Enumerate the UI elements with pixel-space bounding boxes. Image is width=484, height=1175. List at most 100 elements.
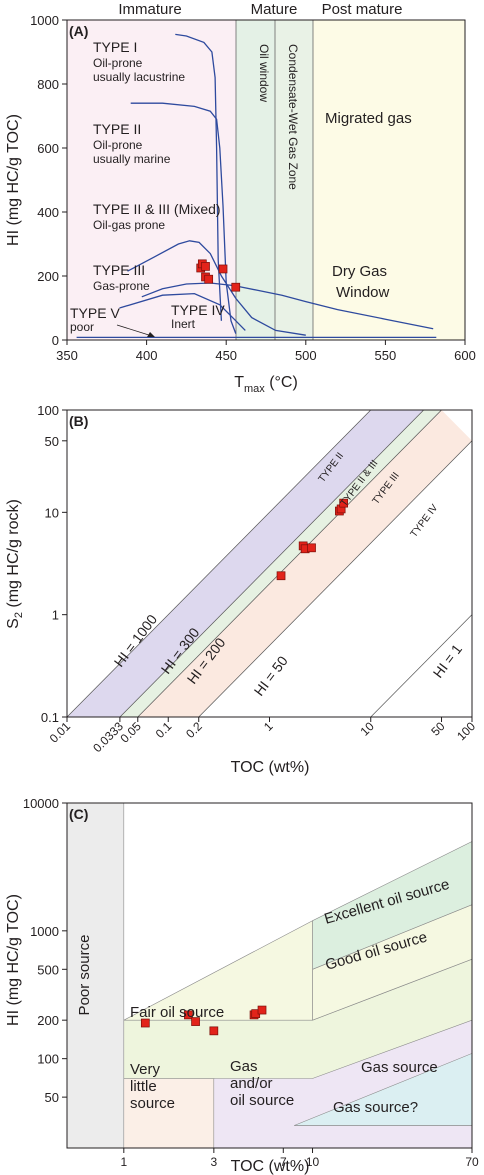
type-iii-line1: Gas-prone <box>93 279 150 293</box>
x-tick-label-b: 10 <box>358 719 378 739</box>
label-fair-oil: Fair oil source <box>130 1004 224 1021</box>
y-axis-title-c: HI (mg HC/g TOC) <box>5 894 22 1026</box>
zone-wet-gas <box>275 20 313 340</box>
kerogen-curve-1 <box>175 33 223 321</box>
hi-line-50 <box>198 440 473 718</box>
panel-b: (B) HI = 1000 HI = 300 HI = 200 HI = 50 … <box>5 403 478 776</box>
plot-frame-c <box>66 802 473 1149</box>
sample-point <box>140 1018 150 1028</box>
zone-label-immature: Immature <box>118 1 181 18</box>
panel-label-c: (C) <box>69 806 88 822</box>
x-tick-label-a: 600 <box>454 348 476 363</box>
sample-point <box>231 282 241 292</box>
type-v-title: TYPE V <box>70 305 120 321</box>
type-v-arrowhead <box>147 332 155 337</box>
x-axis-title-a: Tmax (°C) <box>234 374 298 395</box>
x-tick-label-b: 1 <box>261 719 276 734</box>
y-tick-label-c: 1000 <box>30 924 59 939</box>
label-little: little <box>130 1078 157 1095</box>
panel-c: (C) Poor source Excellent oil source Goo… <box>5 796 479 1175</box>
zone-immature <box>67 20 236 340</box>
x-tick-label-b: 50 <box>428 719 448 739</box>
x-tick-label-a: 550 <box>375 348 397 363</box>
hi-line-300 <box>119 409 424 718</box>
y-tick-label-b: 10 <box>45 505 59 520</box>
label-poor-source: Poor source <box>76 935 93 1016</box>
line-label-hi-50: HI = 50 <box>251 653 291 699</box>
band-type-ii-iii <box>119 410 442 717</box>
y-tick-label-b: 50 <box>45 434 59 449</box>
sample-point <box>201 262 210 271</box>
type-v-line1: poor <box>70 320 94 334</box>
sample-point <box>218 264 228 274</box>
x-tick-label-c: 1 <box>120 1155 127 1169</box>
x-axis-title-c: TOC (wt%) <box>231 1158 310 1175</box>
y-tick-label-a: 200 <box>37 269 59 284</box>
x-axis-title-b: TOC (wt%) <box>231 759 310 776</box>
y-axis-title-b: S2 (mg HC/g rock) <box>5 499 25 629</box>
x-tick-label-a: 450 <box>215 348 237 363</box>
y-tick-label-c: 500 <box>37 962 59 977</box>
label-source: source <box>130 1095 175 1112</box>
type-ii-iii-line1: Oil-gas prone <box>93 218 165 232</box>
y-tick-label-a: 400 <box>37 205 59 220</box>
sample-point <box>209 1026 219 1036</box>
vertical-label-oil-window: Oil window <box>257 44 271 102</box>
x-tick-label-b: 100 <box>454 719 478 743</box>
line-label-hi-1: HI = 1 <box>430 641 466 681</box>
panel-label-b: (B) <box>69 413 88 429</box>
kerogen-curve-5 <box>119 292 246 331</box>
y-tick-label-a: 800 <box>37 77 59 92</box>
y-tick-label-a: 600 <box>37 141 59 156</box>
hi-line-1 <box>370 614 473 718</box>
x-tick-label-b: 0.05 <box>117 719 144 746</box>
y-tick-label-a: 1000 <box>30 13 59 28</box>
x-tick-label-c: 10 <box>306 1155 320 1169</box>
panel-a: Immature Mature Post mature (A) Oil wind… <box>5 1 476 395</box>
y-tick-label-c: 200 <box>37 1013 59 1028</box>
label-window: Window <box>336 284 390 301</box>
sample-point <box>307 543 316 553</box>
type-i-title: TYPE I <box>93 39 137 55</box>
vertical-label-wet-gas: Condensate-Wet Gas Zone <box>286 44 300 190</box>
type-ii-line1: Oil-prone <box>93 138 143 152</box>
x-tick-label-a: 400 <box>136 348 158 363</box>
x-tick-label-b: 0.1 <box>153 719 175 741</box>
y-tick-label-b: 1 <box>52 608 59 623</box>
label-and-or: and/or <box>230 1075 273 1092</box>
type-i-line2: usually lacustrine <box>93 70 185 84</box>
zone-label-postmature: Post mature <box>322 1 403 18</box>
region-good-oil-wedge <box>123 920 313 1021</box>
hi-line-200 <box>137 409 442 718</box>
sample-point <box>204 274 214 284</box>
zone-label-mature: Mature <box>251 1 298 18</box>
type-iv-title: TYPE IV <box>171 302 225 318</box>
x-tick-label-b: 0.2 <box>183 719 205 741</box>
y-tick-label-c: 50 <box>45 1090 59 1105</box>
hi-line-1000 <box>66 409 371 718</box>
band-type-ii <box>67 410 424 717</box>
panel-label-a: (A) <box>69 23 88 39</box>
x-tick-label-c: 7 <box>280 1155 287 1169</box>
x-tick-label-a: 350 <box>56 348 78 363</box>
sample-point <box>257 1005 267 1015</box>
type-i-line1: Oil-prone <box>93 56 143 70</box>
label-oil-source: oil source <box>230 1092 294 1109</box>
type-iv-line1: Inert <box>171 317 196 331</box>
region-poor-source <box>66 802 125 1149</box>
type-ii-line2: usually marine <box>93 152 171 166</box>
y-tick-label-b: 100 <box>37 403 59 418</box>
y-tick-label-b: 0.1 <box>41 710 59 725</box>
x-tick-label-c: 70 <box>465 1155 479 1169</box>
zone-postmature <box>313 20 465 340</box>
y-tick-label-c: 10000 <box>23 796 59 811</box>
sample-point <box>339 498 349 508</box>
label-gas-source: Gas source <box>361 1059 438 1076</box>
label-dry-gas: Dry Gas <box>332 263 387 280</box>
label-migrated-gas: Migrated gas <box>325 110 412 127</box>
sample-point <box>191 1017 200 1026</box>
x-tick-label-a: 500 <box>295 348 317 363</box>
kerogen-curve-2 <box>130 102 237 334</box>
type-v-arrow <box>116 324 153 337</box>
